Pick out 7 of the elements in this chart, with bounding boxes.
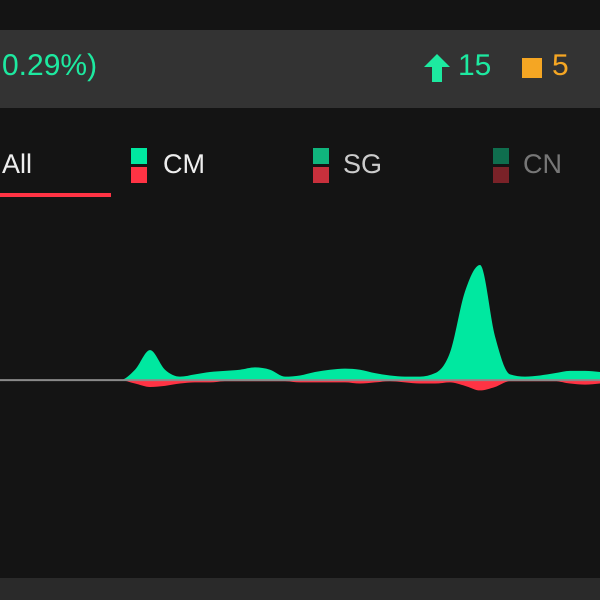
text: CM [163, 148, 205, 180]
text: 0.29%) [2, 48, 98, 84]
text: 15 [458, 48, 492, 84]
text: 5 [552, 48, 569, 84]
text: CN [523, 148, 562, 180]
text: SG [343, 148, 382, 180]
text: All [2, 148, 32, 180]
